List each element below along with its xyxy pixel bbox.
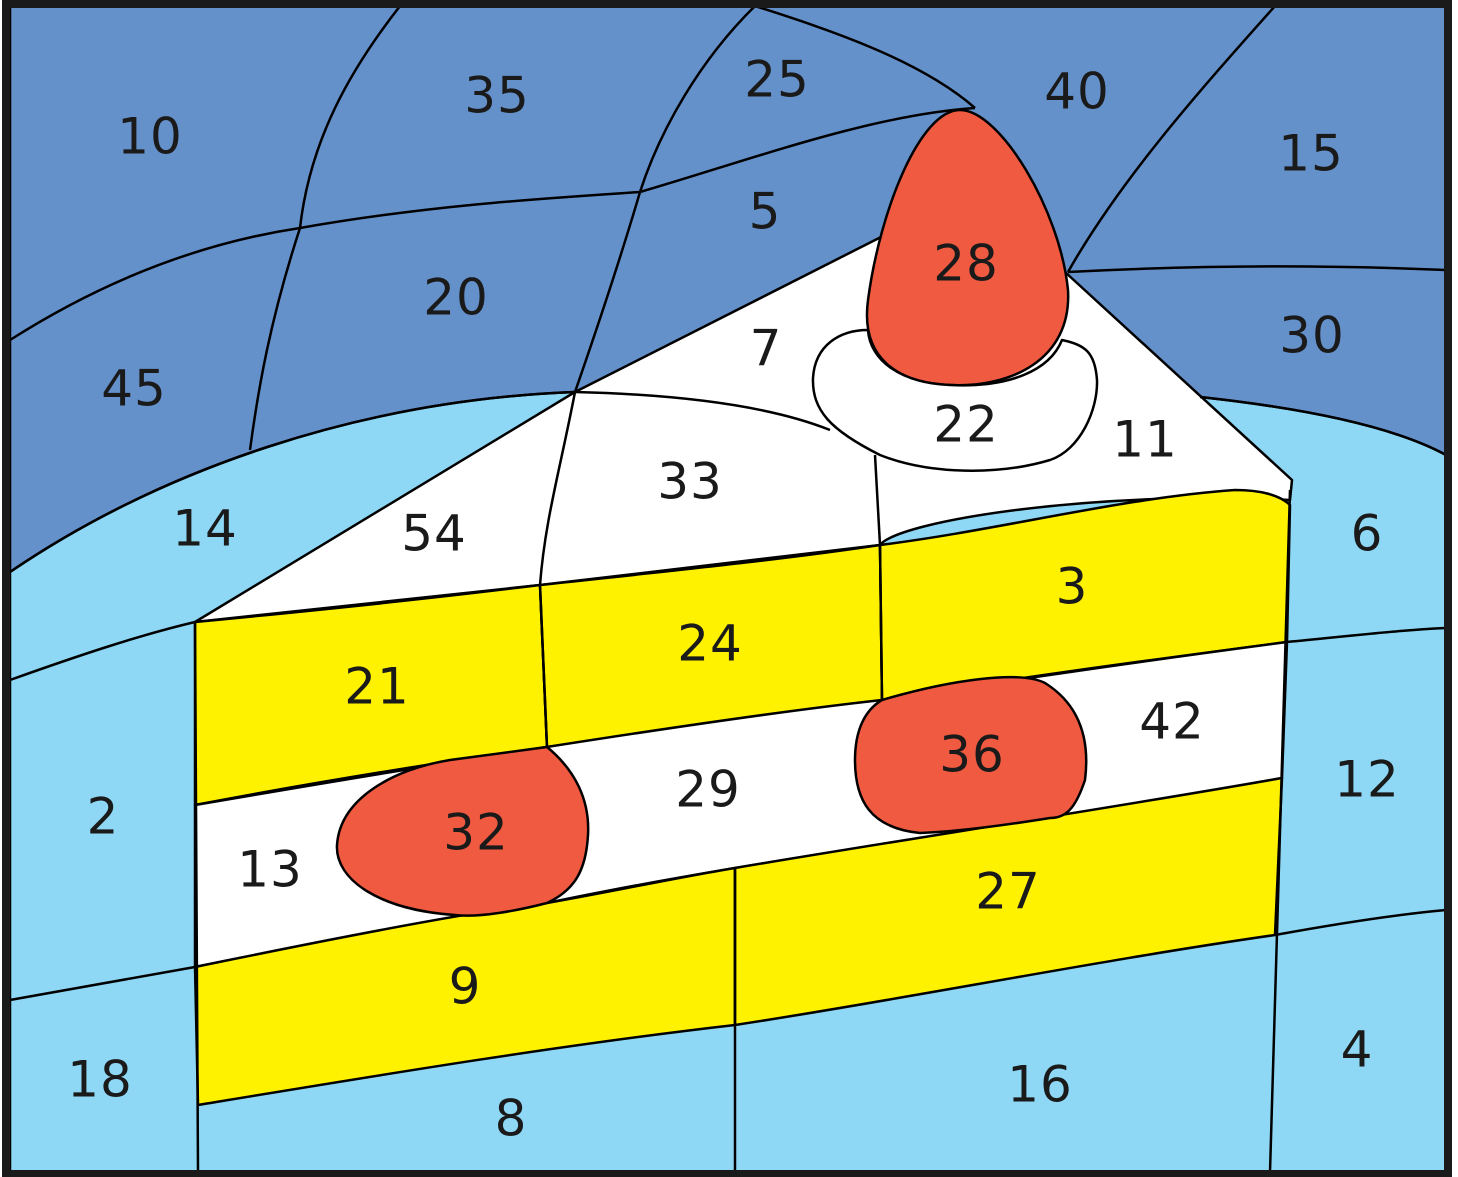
- region-yellow-lower-left[interactable]: [193, 866, 737, 1107]
- region-strawberry-right[interactable]: [853, 675, 1088, 835]
- region-cream-blob[interactable]: [811, 328, 1099, 472]
- region-strawberry-left[interactable]: [335, 745, 590, 917]
- region-borders: [9, 4, 1447, 1173]
